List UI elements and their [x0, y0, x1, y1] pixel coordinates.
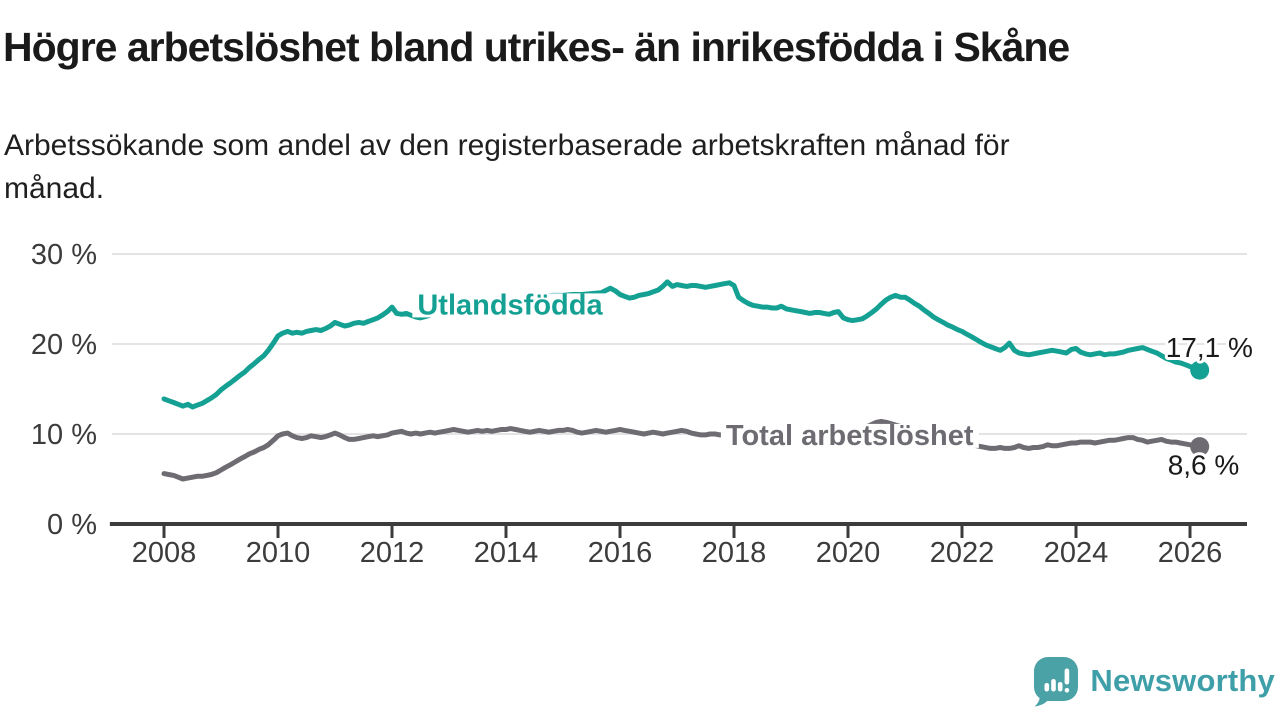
x-axis-tick-label: 2018	[702, 537, 767, 569]
newsworthy-branding: Newsworthy	[1031, 655, 1275, 707]
x-axis-tick-label: 2012	[360, 537, 425, 569]
logo-bubble-tail	[1034, 695, 1050, 707]
logo-bubble	[1034, 657, 1079, 701]
series-line-total	[161, 418, 1203, 482]
x-axis-tick-label: 2024	[1044, 537, 1109, 569]
series-label-total: Total arbetslöshet	[726, 420, 974, 452]
x-axis-tick-label: 2020	[816, 537, 881, 569]
y-axis-tick-label: 20 %	[31, 329, 97, 361]
series-label-utlandsfodda: Utlandsfödda	[417, 289, 603, 321]
series-end-dot-utlandsfodda	[1190, 360, 1210, 380]
y-axis-tick-label: 10 %	[31, 419, 97, 451]
exclamation-icon	[1064, 688, 1070, 693]
y-axis-tick-label: 0 %	[47, 509, 97, 541]
bar-chart-icon	[1058, 682, 1063, 692]
x-axis-tick-label: 2022	[930, 537, 995, 569]
series-label-background	[720, 423, 979, 448]
brand-name: Newsworthy	[1090, 663, 1275, 698]
y-axis-tick-label: 30 %	[31, 239, 97, 271]
x-axis-tick-label: 2010	[246, 537, 311, 569]
x-axis-tick-label: 2014	[474, 537, 539, 569]
series-end-dot-total	[1190, 437, 1210, 457]
exclamation-icon	[1064, 668, 1070, 685]
end-value-label-utlandsfodda: 17,1 %	[1166, 332, 1253, 363]
chart-title: Högre arbetslöshet bland utrikes- än inr…	[3, 24, 1070, 70]
end-value-label-total: 8,6 %	[1168, 450, 1240, 481]
x-axis-tick-label: 2016	[588, 537, 653, 569]
series-label-background	[412, 293, 609, 318]
series-line-utlandsfodda	[161, 279, 1203, 410]
newsworthy-logo-icon	[1034, 657, 1079, 707]
bar-chart-icon	[1051, 679, 1057, 692]
bar-chart-icon	[1044, 683, 1050, 692]
x-axis-tick-label: 2008	[132, 537, 197, 569]
x-axis-tick-label: 2026	[1158, 537, 1223, 569]
chart-subtitle: Arbetssökande som andel av den registerb…	[4, 129, 1010, 205]
